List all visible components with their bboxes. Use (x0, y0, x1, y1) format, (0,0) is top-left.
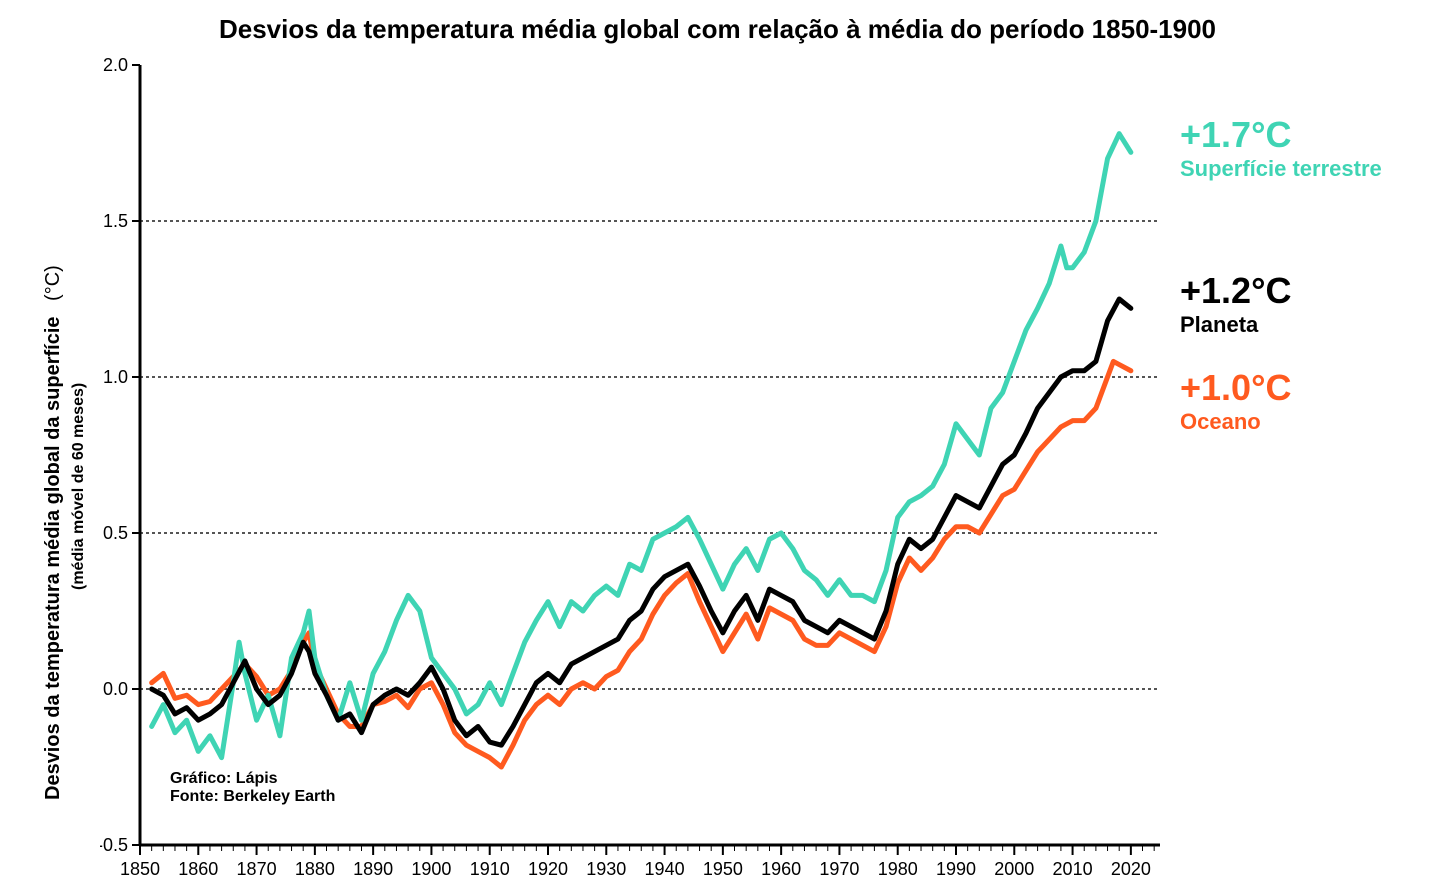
end-label-name: Oceano (1180, 409, 1291, 435)
chart-container: Desvios da temperatura média global com … (0, 0, 1435, 893)
x-tick-label: 2010 (1053, 859, 1093, 879)
x-tick-label: 1870 (237, 859, 277, 879)
x-tick-label: 1940 (645, 859, 685, 879)
end-label-value: +1.2°C (1180, 270, 1291, 312)
y-axis-sublabel: (média móvel de 60 meses) (70, 383, 88, 590)
end-label-land: +1.7°CSuperfície terrestre (1180, 114, 1382, 182)
end-label-name: Planeta (1180, 312, 1291, 338)
x-tick-label: 1950 (703, 859, 743, 879)
y-axis-label: Desvios da temperatura média global da s… (42, 265, 65, 800)
end-label-value: +1.0°C (1180, 367, 1291, 409)
credits-source: Fonte: Berkeley Earth (170, 788, 335, 806)
end-label-ocean: +1.0°COceano (1180, 367, 1291, 435)
x-tick-label: 1890 (353, 859, 393, 879)
x-tick-label: 1900 (411, 859, 451, 879)
y-axis-unit: (°C) (42, 265, 64, 311)
x-tick-label: 1910 (470, 859, 510, 879)
end-label-value: +1.7°C (1180, 114, 1382, 156)
y-tick-label: -0.5 (100, 835, 128, 855)
chart-credits: Gráfico: Lápis Fonte: Berkeley Earth (170, 770, 335, 806)
end-label-name: Superfície terrestre (1180, 156, 1382, 182)
y-tick-label: 0.5 (103, 523, 128, 543)
x-tick-label: 1850 (120, 859, 160, 879)
x-tick-label: 1930 (586, 859, 626, 879)
x-tick-label: 1970 (819, 859, 859, 879)
x-tick-label: 1960 (761, 859, 801, 879)
y-tick-label: 0.0 (103, 679, 128, 699)
y-axis-label-text: Desvios da temperatura média global da s… (42, 317, 64, 801)
credits-graphic: Gráfico: Lápis (170, 770, 335, 788)
chart-plot: -0.5 0.0 0.5 1.0 1.5 2.0 1850 1860 1870 1880 1890 1… (100, 25, 1200, 885)
y-tick-label: 2.0 (103, 55, 128, 75)
x-tick-label: 1920 (528, 859, 568, 879)
series-land (152, 134, 1131, 758)
x-tick-label: 2000 (994, 859, 1034, 879)
y-tick-label: 1.5 (103, 211, 128, 231)
x-tick-label: 1980 (878, 859, 918, 879)
x-tick-label: 1860 (178, 859, 218, 879)
y-tick-label: 1.0 (103, 367, 128, 387)
x-tick-label: 2020 (1111, 859, 1151, 879)
x-tick-label: 1880 (295, 859, 335, 879)
x-tick-label: 1990 (936, 859, 976, 879)
end-label-planet: +1.2°CPlaneta (1180, 270, 1291, 338)
